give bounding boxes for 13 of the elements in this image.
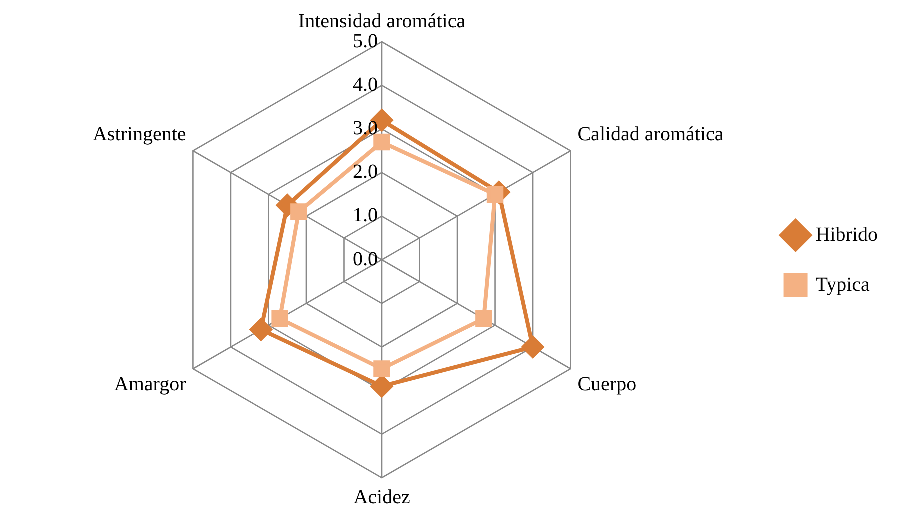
spoke-label: Acidez <box>354 486 410 508</box>
spoke-label: Amargor <box>114 373 187 396</box>
y-tick-label: 4.0 <box>353 74 378 96</box>
y-tick-label: 0.0 <box>353 248 378 270</box>
spoke-label: Intensidad aromática <box>298 10 466 32</box>
legend-label: Typica <box>816 274 870 296</box>
y-tick-label: 2.0 <box>353 161 378 184</box>
spoke-label: Astringente <box>92 123 186 146</box>
legend-label: Hibrido <box>816 224 878 246</box>
y-tick-label: 5.0 <box>353 30 378 52</box>
spoke-label: Calidad aromática <box>578 123 724 146</box>
y-tick-label: 1.0 <box>353 204 378 227</box>
spoke-label: Cuerpo <box>578 373 637 396</box>
